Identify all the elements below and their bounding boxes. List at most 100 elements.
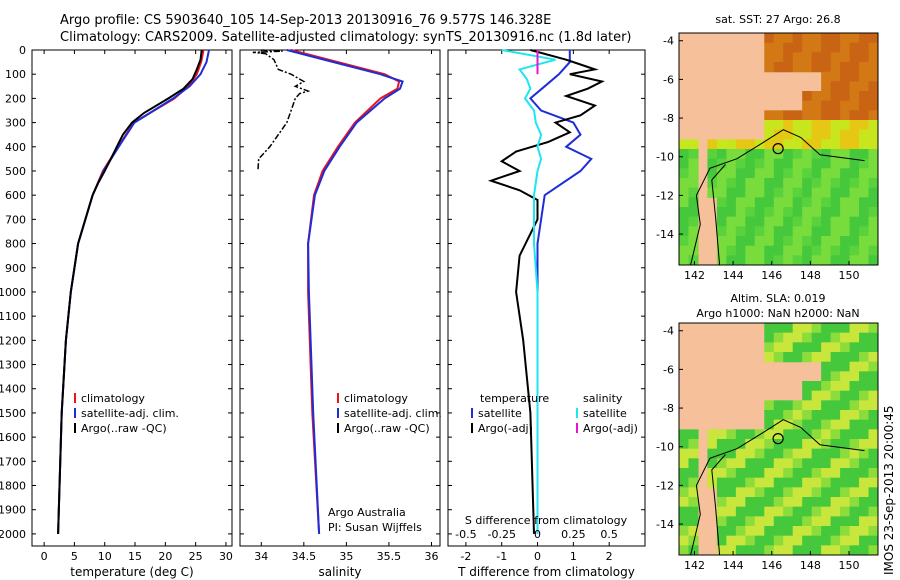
map-cell: [830, 371, 841, 382]
map-cell: [754, 439, 765, 450]
map-cell: [868, 545, 878, 555]
map-cell: [811, 381, 822, 392]
map-cell: [745, 487, 756, 498]
map-cell: [726, 535, 737, 546]
map-cell: [849, 448, 860, 459]
map-cell: [840, 458, 851, 469]
map-cell: [745, 468, 756, 479]
map-cell: [840, 216, 851, 227]
map-cell: [783, 332, 794, 343]
map-cell: [764, 226, 775, 237]
map-cell: [868, 468, 878, 479]
map-cell: [754, 448, 765, 459]
map-cell: [821, 207, 832, 218]
map-cell: [754, 149, 765, 160]
map-cell: [802, 419, 813, 430]
map-cell: [868, 110, 878, 121]
map-cell: [840, 187, 851, 198]
map-content: [679, 33, 878, 265]
map-cell: [802, 526, 813, 537]
map-cell: [859, 516, 870, 527]
map-cell: [830, 197, 841, 208]
map-cell: [735, 197, 746, 208]
map-cell: [688, 149, 699, 160]
map-cell: [821, 71, 832, 82]
map-cell: [783, 526, 794, 537]
map-cell: [830, 120, 841, 131]
x-axis-label: salinity: [318, 565, 361, 579]
map-cell: [726, 158, 737, 169]
map-cell: [688, 168, 699, 179]
s-tick-label: -0.25: [487, 528, 515, 541]
map-cell: [773, 506, 784, 517]
y-tick-label: 0: [19, 44, 26, 57]
map-cell: [783, 139, 794, 150]
map-cell: [745, 149, 756, 160]
map-cell: [792, 42, 803, 53]
x-tick-label: 25: [189, 550, 203, 563]
map-cell: [792, 129, 803, 140]
map-cell: [830, 390, 841, 401]
map-sst_map: 142 144 146 148 150 -4 -6 -8 -10 -12 -14 sat. SST: …: [656, 13, 879, 282]
map-cell: [859, 187, 870, 198]
map-cell: [840, 139, 851, 150]
map-cell: [849, 245, 860, 256]
map-cell: [783, 535, 794, 546]
map-cell: [802, 197, 813, 208]
map-cell: [811, 62, 822, 73]
map-cell: [830, 100, 841, 111]
map-cell: [764, 332, 775, 343]
s-tick-label: -0.5: [455, 528, 476, 541]
map-cell: [868, 497, 878, 508]
map-cell: [830, 419, 841, 430]
map-cell: [802, 187, 813, 198]
map-cell: [726, 216, 737, 227]
map-cell: [707, 139, 718, 150]
map-cell: [859, 410, 870, 421]
map-cell: [754, 516, 765, 527]
map-cell: [783, 168, 794, 179]
map-cell: [868, 62, 878, 73]
map-cell: [840, 158, 851, 169]
map-cell: [735, 458, 746, 469]
map-cell: [783, 129, 794, 140]
map-cell: [802, 448, 813, 459]
map-cell: [811, 390, 822, 401]
map-cell: [840, 168, 851, 179]
map-cell: [849, 139, 860, 150]
map-cell: [868, 419, 878, 430]
map-cell: [821, 255, 832, 265]
y-tick-label: -8: [663, 112, 674, 125]
map-cell: [821, 110, 832, 121]
map-cell: [783, 323, 794, 334]
y-tick-label: -4: [663, 325, 674, 338]
map-cell: [859, 371, 870, 382]
map-title: Altim. SLA: 0.019: [730, 292, 825, 305]
map-cell: [707, 158, 718, 169]
map-cell: [764, 323, 775, 334]
map-cell: [726, 497, 737, 508]
map-cell: [792, 458, 803, 469]
map-cell: [821, 323, 832, 334]
map-cell: [859, 236, 870, 247]
map-cell: [679, 429, 690, 440]
map-cell: [792, 429, 803, 440]
contour-line: [690, 419, 865, 555]
map-cell: [716, 197, 727, 208]
map-cell: [679, 477, 690, 488]
map-cell: [773, 400, 784, 411]
map-cell: [735, 216, 746, 227]
map-cell: [849, 52, 860, 63]
map-cell: [764, 439, 775, 450]
map-cell: [830, 245, 841, 256]
map-cell: [830, 410, 841, 421]
map-cell: [735, 448, 746, 459]
map-cell: [745, 168, 756, 179]
map-cell: [811, 342, 822, 353]
credit-line2: PI: Susan Wijffels: [328, 521, 422, 534]
legend-entry: Argo(..raw -QC): [344, 422, 430, 435]
y-tick-label: 1100: [0, 310, 26, 323]
map-cell: [802, 52, 813, 63]
map-cell: [773, 158, 784, 169]
map-cell: [821, 381, 832, 392]
